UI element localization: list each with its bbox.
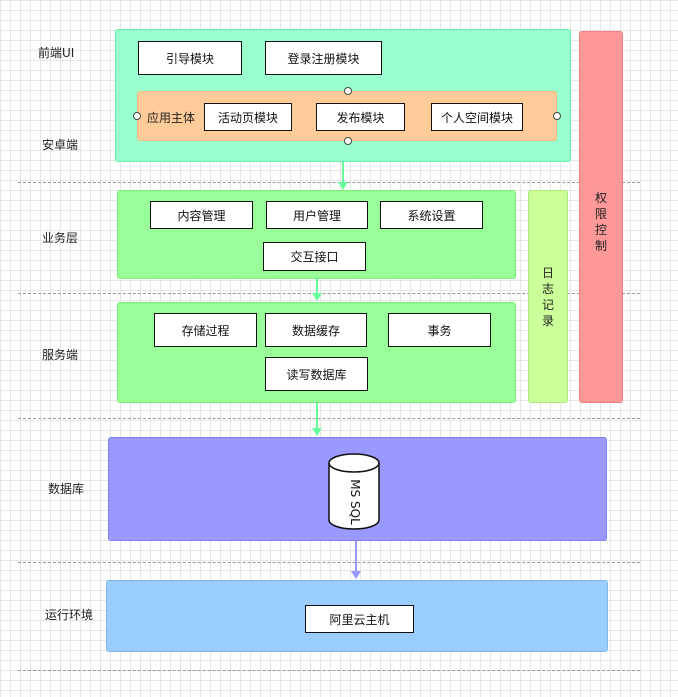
connection-handle[interactable] [553, 112, 561, 120]
arrow-head [312, 428, 322, 436]
arrow-head [338, 182, 348, 190]
app-main-label: 应用主体 [147, 111, 196, 125]
layer-separator [18, 182, 640, 183]
permission-control-panel[interactable]: 权限控制 [579, 31, 623, 403]
layer-label-frontend-ui: 前端UI [38, 46, 75, 60]
read-write-database-box[interactable]: 读写数据库 [265, 357, 368, 391]
connection-handle[interactable] [344, 87, 352, 95]
connection-handle[interactable] [133, 112, 141, 120]
log-record-panel[interactable]: 日志记录 [528, 190, 568, 403]
layer-separator [18, 562, 640, 563]
layer-label-runtime: 运行环境 [45, 608, 94, 622]
arrow-head [312, 293, 322, 301]
stored-procedure-box[interactable]: 存储过程 [154, 313, 257, 347]
publish-module-box[interactable]: 发布模块 [316, 103, 405, 131]
layer-label-database: 数据库 [48, 482, 85, 496]
activity-module-box[interactable]: 活动页模块 [204, 103, 292, 131]
layer-label-server: 服务端 [42, 348, 79, 362]
database-cylinder-icon[interactable] [326, 452, 382, 532]
transaction-box[interactable]: 事务 [388, 313, 491, 347]
user-management-box[interactable]: 用户管理 [266, 201, 368, 229]
layer-separator [18, 418, 640, 419]
log-record-label: 日志记录 [541, 265, 554, 328]
layer-separator [18, 670, 640, 671]
interaction-interface-box[interactable]: 交互接口 [263, 242, 366, 271]
aliyun-host-box[interactable]: 阿里云主机 [305, 605, 414, 633]
layer-separator [18, 293, 640, 294]
data-cache-box[interactable]: 数据缓存 [265, 313, 367, 347]
layer-label-business: 业务层 [42, 231, 79, 245]
system-settings-box[interactable]: 系统设置 [380, 201, 483, 229]
permission-control-label: 权限控制 [594, 191, 607, 253]
arrow-head [351, 571, 361, 579]
personal-space-module-box[interactable]: 个人空间模块 [431, 103, 523, 131]
content-management-box[interactable]: 内容管理 [150, 201, 253, 229]
connection-handle[interactable] [344, 137, 352, 145]
login-module-box[interactable]: 登录注册模块 [265, 41, 382, 75]
guide-module-box[interactable]: 引导模块 [138, 41, 242, 75]
layer-label-android: 安卓端 [42, 138, 79, 152]
